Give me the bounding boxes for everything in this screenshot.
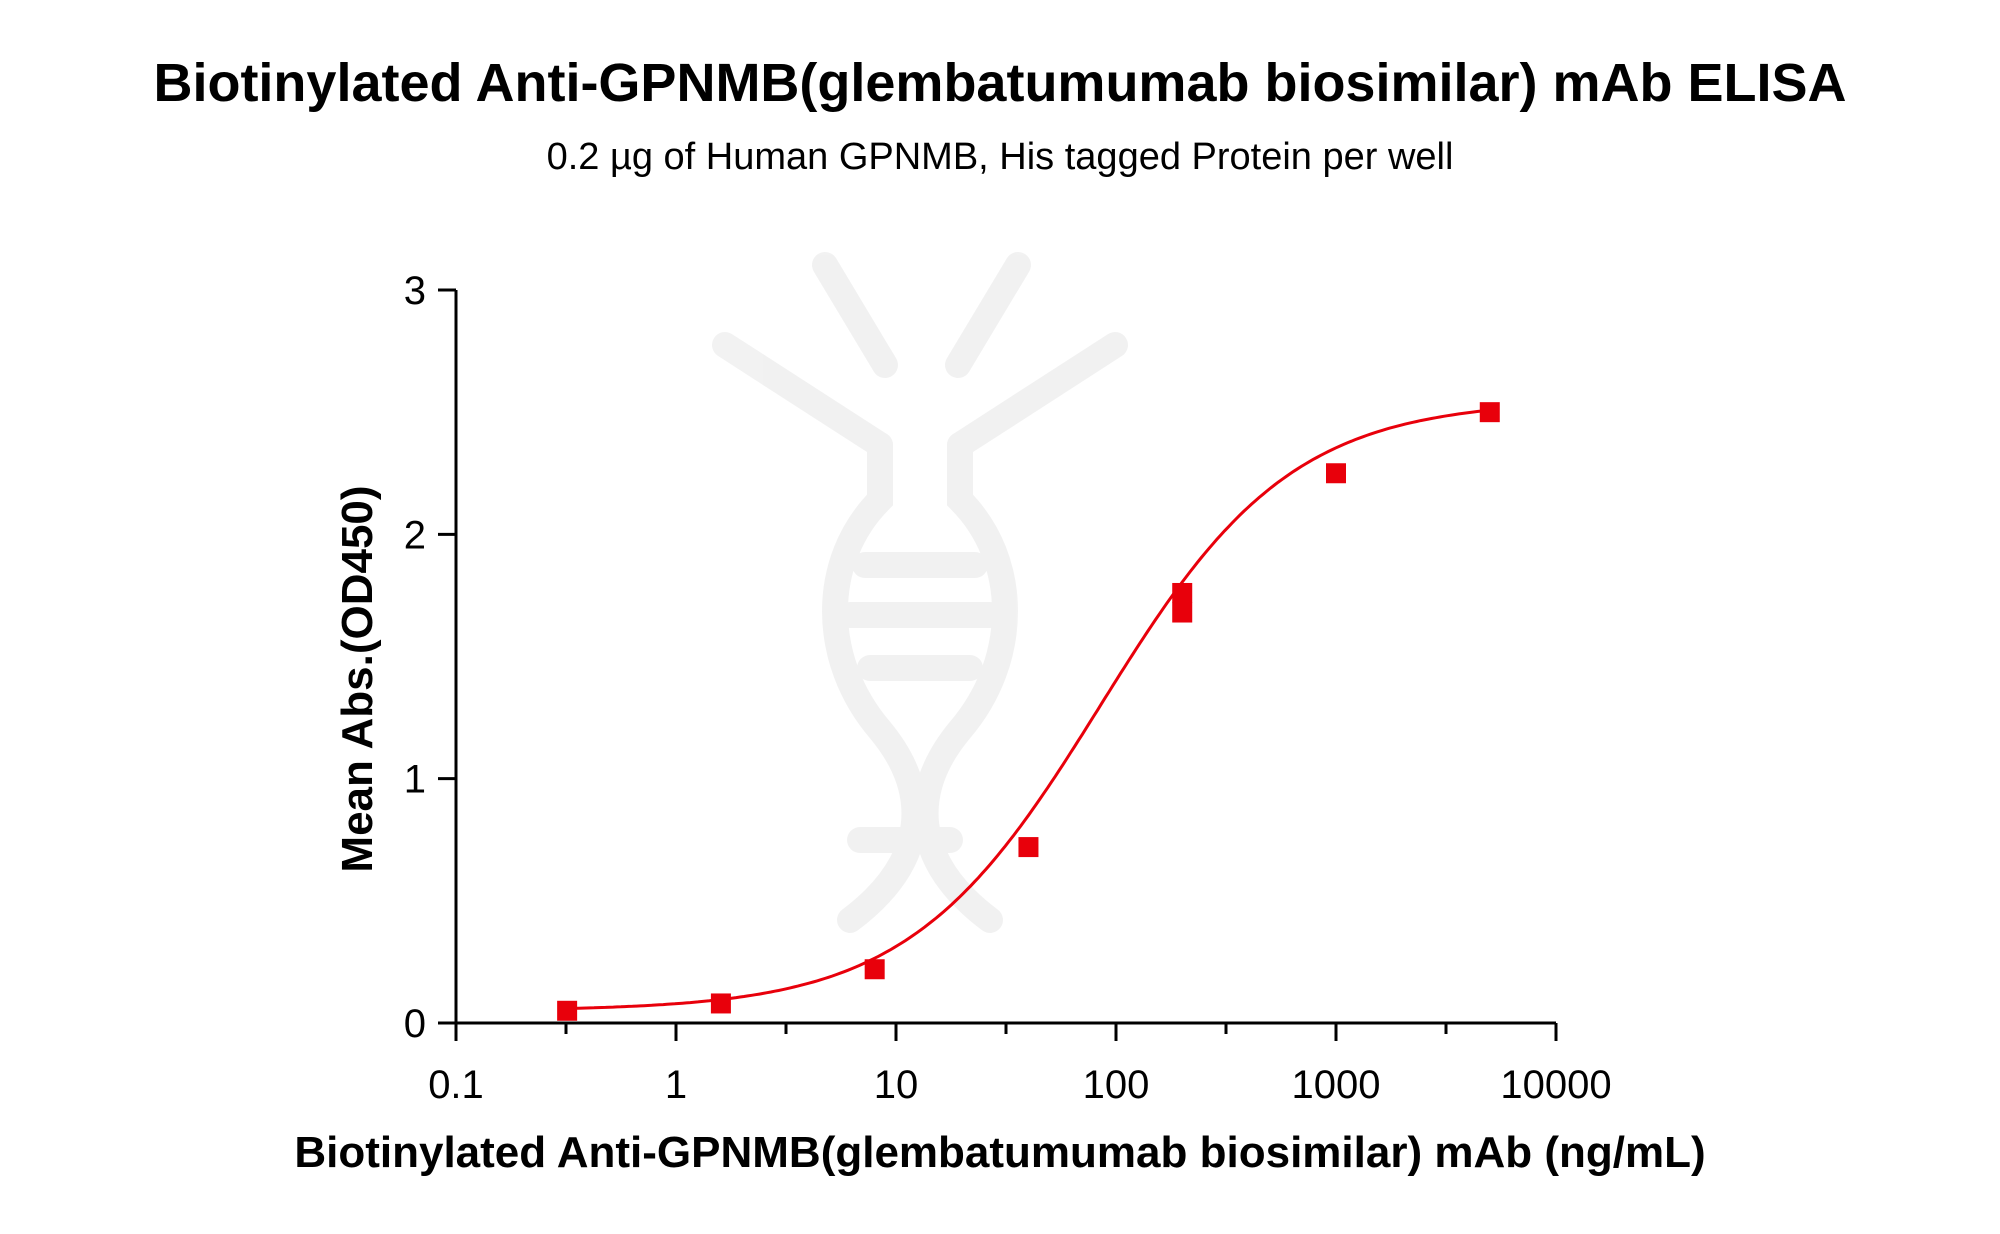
chart-subtitle: 0.2 µg of Human GPNMB, His tagged Protei… (546, 136, 1454, 178)
data-point (864, 959, 885, 980)
x-axis-label: Biotinylated Anti-GPNMB(glembatumumab bi… (294, 1128, 1706, 1177)
x-tick-label: 1 (665, 1063, 687, 1107)
y-tick-label: 1 (404, 758, 426, 802)
x-tick-label: 100 (1083, 1063, 1150, 1107)
x-tick-label: 1000 (1292, 1063, 1381, 1107)
data-point (1172, 602, 1193, 623)
watermark-logo (712, 252, 1128, 933)
tick-labels: 0 1 2 3 0.1 1 10 100 1000 10000 (404, 269, 1612, 1107)
x-tick-label: 10000 (1500, 1063, 1611, 1107)
x-tick-label: 0.1 (428, 1063, 484, 1107)
data-point (1479, 402, 1500, 423)
y-tick-label: 3 (404, 269, 426, 313)
x-tick-label: 10 (874, 1063, 919, 1107)
data-point (1018, 837, 1039, 858)
data-point (710, 993, 731, 1014)
data-point (1326, 463, 1346, 484)
fit-curve (567, 408, 1490, 1010)
data-point (557, 1000, 578, 1021)
y-tick-label: 2 (404, 513, 426, 557)
data-points (557, 402, 1500, 1021)
y-tick-label: 0 (404, 1002, 426, 1046)
chart-title: Biotinylated Anti-GPNMB(glembatumumab bi… (153, 53, 1847, 113)
data-point (1172, 582, 1193, 603)
axes (438, 288, 1558, 1041)
